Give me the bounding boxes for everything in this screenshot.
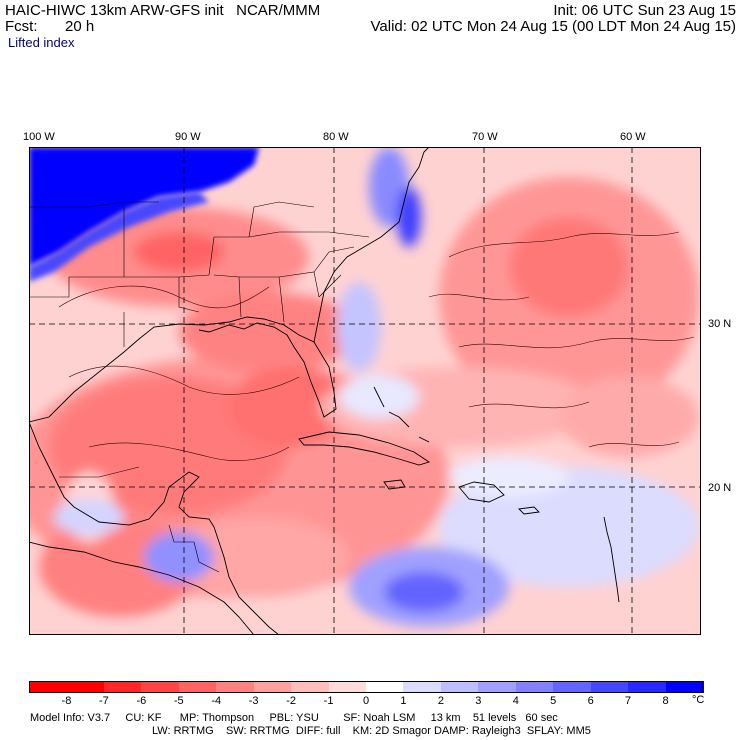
colorbar-swatch (216, 681, 255, 693)
colorbar-frame (29, 681, 703, 693)
lon-label-60w: 60 W (620, 131, 646, 143)
political-borders (29, 201, 370, 573)
colorbar-swatch (665, 681, 704, 693)
colorbar-swatch (66, 681, 105, 693)
colorbar-tick-label: 3 (475, 695, 482, 707)
model-title: HAIC-HIWC 13km ARW-GFS init NCAR/MMM (5, 2, 321, 19)
forecast-hour: 20 h (65, 18, 95, 35)
colorbar-swatch (553, 681, 592, 693)
lon-label-80w: 80 W (323, 131, 349, 143)
colorbar-tick-label: 7 (625, 695, 632, 707)
li-transition-band (29, 192, 209, 282)
colorbar-tick-label: 0 (362, 695, 370, 707)
colorbar-swatch (141, 681, 180, 693)
lifted-index-map (29, 147, 701, 635)
init-time: Init: 06 UTC Sun 23 Aug 15 (553, 2, 736, 19)
colorbar-swatch (253, 681, 292, 693)
coastlines (29, 147, 620, 635)
colorbar-tick-label: -3 (248, 695, 259, 707)
colorbar-swatch (590, 681, 629, 693)
colorbar-swatch (291, 681, 330, 693)
colorbar-swatch (103, 681, 142, 693)
colorbar-tick-label: -6 (136, 695, 147, 707)
colorbar-tick-label: -5 (173, 695, 184, 707)
colorbar-tick-label: 4 (512, 695, 519, 707)
colorbar-swatch (328, 681, 367, 693)
field-name: Lifted index (8, 35, 75, 50)
colorbar-tick-label: 5 (550, 695, 557, 707)
colorbar-tick-label: 2 (437, 695, 444, 707)
colorbar-unit: °C (692, 694, 705, 706)
lon-label-70w: 70 W (472, 131, 498, 143)
lat-label-20n: 20 N (708, 482, 732, 494)
colorbar-tick-label: -2 (286, 695, 296, 707)
lat-lon-grid (29, 147, 701, 635)
colorbar-swatch (478, 681, 517, 693)
colorbar-tick-label: 8 (662, 695, 669, 707)
colorbar-tick-label: 1 (400, 695, 407, 707)
colorbar-tick-label: -7 (98, 695, 109, 707)
li-contours (58, 231, 695, 461)
map-frame (29, 147, 701, 635)
forecast-label: Fcst: (5, 18, 38, 35)
lat-label-30n: 30 N (708, 318, 732, 330)
lifted-index-shading (29, 147, 699, 627)
model-info-line2: LW: RRTMG SW: RRTMG DIFF: full KM: 2D Sm… (152, 725, 591, 737)
colorbar-tick-label: 6 (587, 695, 594, 707)
high-li-region (29, 147, 259, 267)
lon-label-100w: 100 W (23, 131, 55, 143)
colorbar-swatch (366, 681, 404, 693)
valid-time: Valid: 02 UTC Mon 24 Aug 15 (00 LDT Mon … (370, 18, 737, 35)
lon-label-90w: 90 W (175, 131, 201, 143)
colorbar-swatch (515, 681, 554, 693)
colorbar-swatch (178, 681, 217, 693)
model-info-line1: Model Info: V3.7 CU: KF MP: Thompson PBL… (30, 712, 558, 724)
colorbar-swatch (628, 681, 667, 693)
colorbar-tick-label: -8 (61, 695, 72, 707)
colorbar-swatch (29, 681, 67, 693)
colorbar-tick-label: -4 (211, 695, 222, 707)
colorbar-tick-label: -1 (323, 695, 334, 707)
colorbar-swatch (440, 681, 479, 693)
colorbar-swatch (403, 681, 442, 693)
